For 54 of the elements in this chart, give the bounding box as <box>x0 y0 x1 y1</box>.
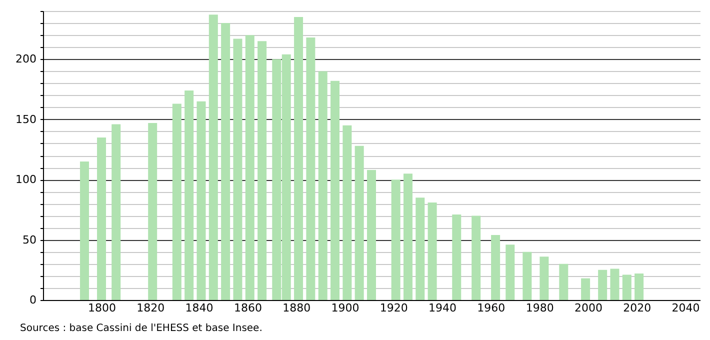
bar <box>581 278 590 300</box>
bar <box>245 35 254 300</box>
bar <box>472 216 481 300</box>
bar <box>306 37 316 300</box>
bar <box>208 14 218 300</box>
bar <box>112 124 121 300</box>
bar <box>540 256 549 300</box>
bar <box>97 137 106 300</box>
bar <box>391 180 400 300</box>
source-note: Sources : base Cassini de l'EHESS et base Insee. <box>20 323 262 334</box>
x-tick-label: 1920 <box>380 302 408 314</box>
bar <box>403 174 412 300</box>
bar <box>506 244 515 300</box>
bar <box>196 101 206 300</box>
x-tick-label: 1880 <box>282 302 311 314</box>
x-tick-label: 2040 <box>672 302 700 314</box>
bar <box>559 264 568 300</box>
bar <box>491 234 500 300</box>
bar <box>452 214 462 300</box>
bar <box>367 170 376 300</box>
x-tick-label: 2000 <box>574 302 602 314</box>
bar <box>172 104 182 300</box>
bar <box>428 202 437 300</box>
bar <box>221 23 230 300</box>
bar <box>522 252 532 300</box>
y-tick-label: 50 <box>22 233 36 246</box>
bar <box>354 146 364 300</box>
x-tick-label: 1860 <box>234 302 262 314</box>
y-tick-label: 100 <box>16 173 36 186</box>
x-tick-label: 2020 <box>623 302 652 314</box>
bar <box>610 268 620 300</box>
x-tick-label: 1900 <box>331 302 360 314</box>
bar <box>294 17 304 300</box>
bar <box>258 41 267 300</box>
bar <box>233 38 242 300</box>
bar <box>342 125 352 300</box>
bar <box>622 274 632 300</box>
bar <box>634 274 644 300</box>
x-tick-label: 1840 <box>185 302 214 314</box>
y-tick-label: 200 <box>16 52 36 66</box>
bar <box>148 122 158 300</box>
bar <box>598 270 608 300</box>
x-tick-label: 1940 <box>428 302 457 314</box>
x-tick-label: 1960 <box>477 302 506 314</box>
y-tick-label: 0 <box>30 294 36 306</box>
x-tick-label: 1820 <box>136 302 165 314</box>
bar <box>416 198 425 300</box>
y-tick-label: 150 <box>16 112 36 126</box>
x-tick-label: 1800 <box>88 302 116 314</box>
x-tick-label: 1980 <box>526 302 554 314</box>
bar <box>184 90 194 300</box>
bar <box>318 71 328 300</box>
bar <box>80 162 89 300</box>
bar <box>330 80 340 300</box>
